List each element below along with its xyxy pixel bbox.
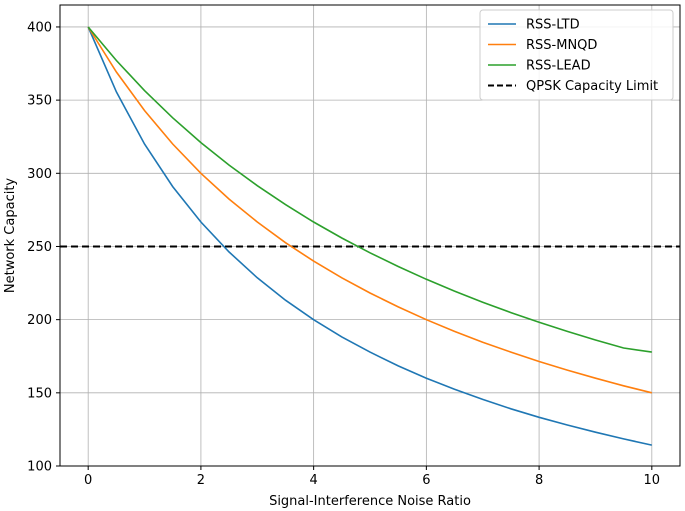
x-tick-label: 8: [535, 473, 543, 488]
x-tick-label: 2: [197, 473, 205, 488]
y-tick-label: 400: [27, 20, 52, 35]
x-axis-label: Signal-Interference Noise Ratio: [269, 494, 471, 509]
y-tick-label: 200: [27, 313, 52, 328]
y-axis-ticks: 100 150 200 250 300 350 400: [27, 20, 60, 475]
y-tick-label: 100: [27, 460, 52, 475]
y-tick-label: 350: [27, 94, 52, 109]
x-tick-label: 0: [84, 473, 92, 488]
series-lines: [87, 26, 652, 446]
series-line-rss-mnqd: [87, 26, 652, 394]
y-axis-label: Network Capacity: [3, 178, 18, 294]
legend-label: RSS-LTD: [526, 18, 580, 33]
plot-frame: [59, 4, 681, 467]
legend-label: RSS-LEAD: [526, 59, 591, 74]
legend-label: RSS-MNQD: [526, 38, 597, 53]
legend-label: QPSK Capacity Limit: [526, 79, 658, 94]
x-axis-ticks: 0 2 4 6 8 10: [84, 466, 660, 488]
x-tick-label: 6: [422, 473, 430, 488]
series-line-rss-lead: [87, 26, 652, 353]
x-tick-label: 10: [644, 473, 661, 488]
y-tick-label: 250: [27, 240, 52, 255]
y-tick-label: 150: [27, 386, 52, 401]
legend-box: [479, 9, 674, 101]
series-line-rss-ltd: [87, 26, 652, 446]
y-tick-label: 300: [27, 167, 52, 182]
x-tick-label: 4: [309, 473, 317, 488]
legend: RSS-LTD RSS-MNQD RSS-LEAD QPSK Capacity Lim…: [479, 9, 674, 101]
